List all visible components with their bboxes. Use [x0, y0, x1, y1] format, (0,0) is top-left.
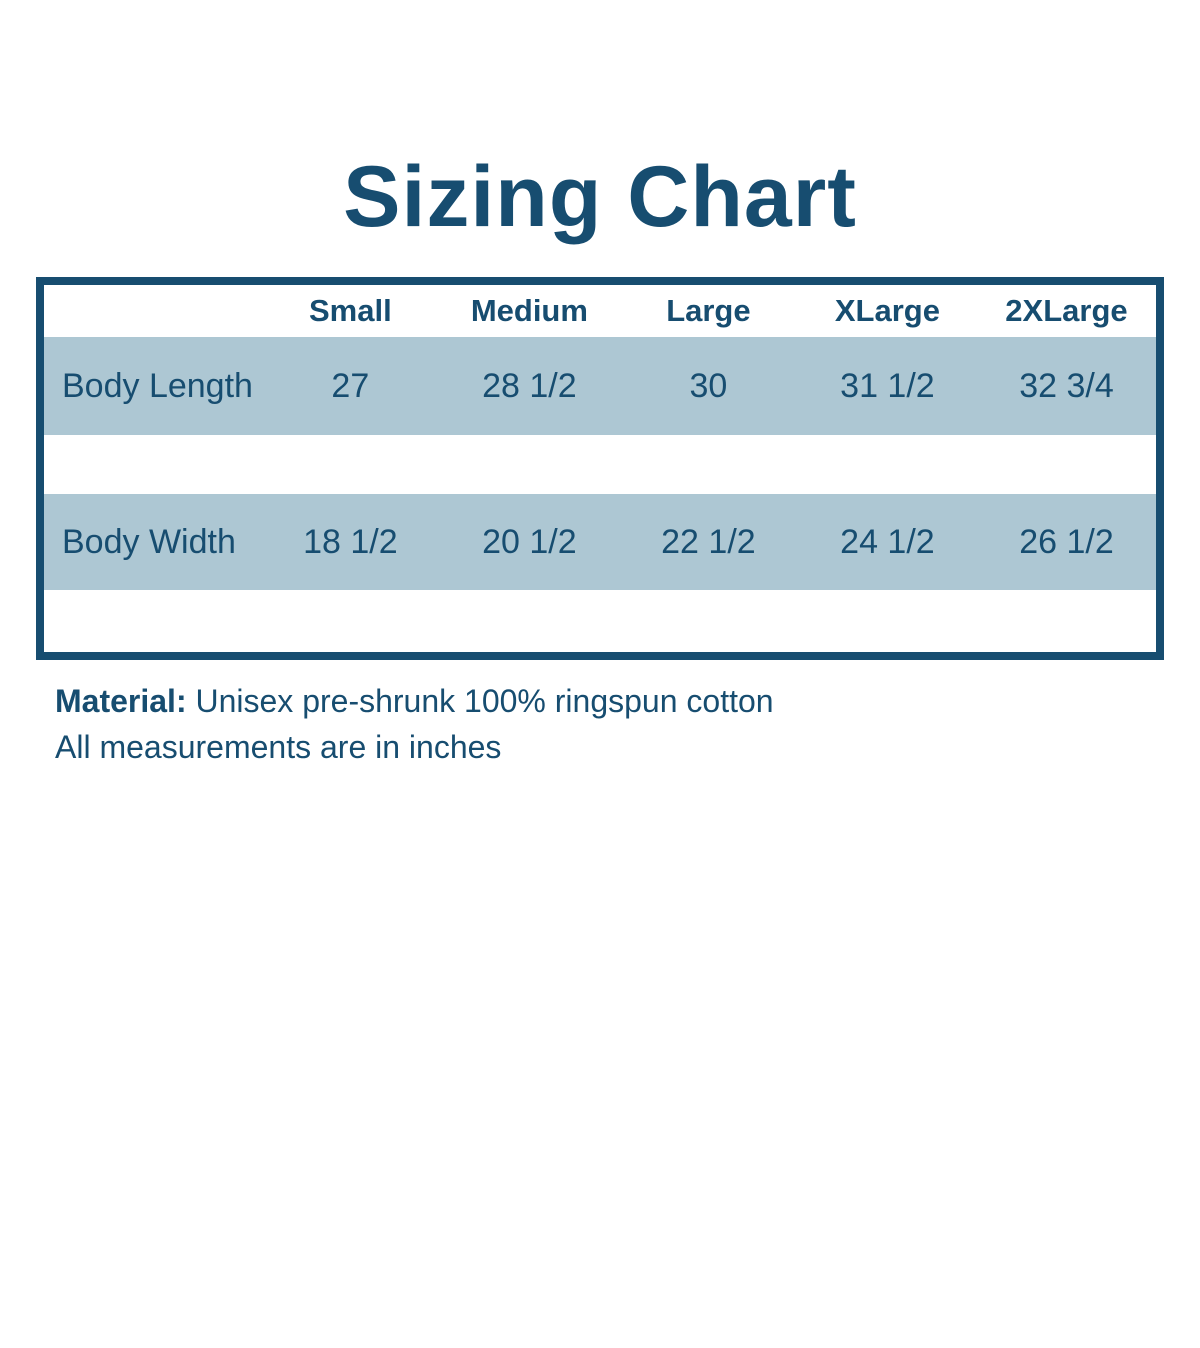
row-label-body-length: Body Length — [44, 337, 261, 435]
column-header-xlarge: XLarge — [834, 293, 940, 328]
table-spacer-row — [44, 435, 1156, 494]
cell-body-length-2xlarge: 32 3/4 — [976, 337, 1156, 435]
cell-body-length-small: 27 — [260, 337, 440, 435]
cell-body-width-medium: 20 1/2 — [439, 494, 619, 590]
material-value: Unisex pre-shrunk 100% ringspun cotton — [195, 683, 774, 719]
measurements-note: All measurements are in inches — [55, 729, 502, 765]
cell-body-width-large: 22 1/2 — [618, 494, 798, 590]
table-bottom-spacer-row — [44, 590, 1156, 652]
row-label-body-width: Body Width — [44, 494, 261, 590]
cell-body-width-xlarge: 24 1/2 — [797, 494, 977, 590]
footer-notes: Material: Unisex pre-shrunk 100% ringspu… — [55, 678, 1200, 770]
sizing-table: Small Medium Large XLarge 2XLarge Body L… — [36, 277, 1164, 660]
page-title: Sizing Chart — [343, 149, 857, 245]
cell-body-length-large: 30 — [618, 337, 798, 435]
cell-body-width-2xlarge: 26 1/2 — [976, 494, 1156, 590]
cell-body-length-xlarge: 31 1/2 — [797, 337, 977, 435]
material-line: Material: Unisex pre-shrunk 100% ringspu… — [55, 678, 1200, 724]
column-header-medium: Medium — [470, 293, 588, 328]
column-header-2xlarge: 2XLarge — [1005, 293, 1128, 328]
corner-cell — [44, 285, 261, 337]
cell-body-width-small: 18 1/2 — [260, 494, 440, 590]
column-header-small: Small — [308, 293, 392, 328]
material-label: Material: — [55, 683, 187, 719]
cell-body-length-medium: 28 1/2 — [439, 337, 619, 435]
column-header-large: Large — [666, 293, 751, 328]
